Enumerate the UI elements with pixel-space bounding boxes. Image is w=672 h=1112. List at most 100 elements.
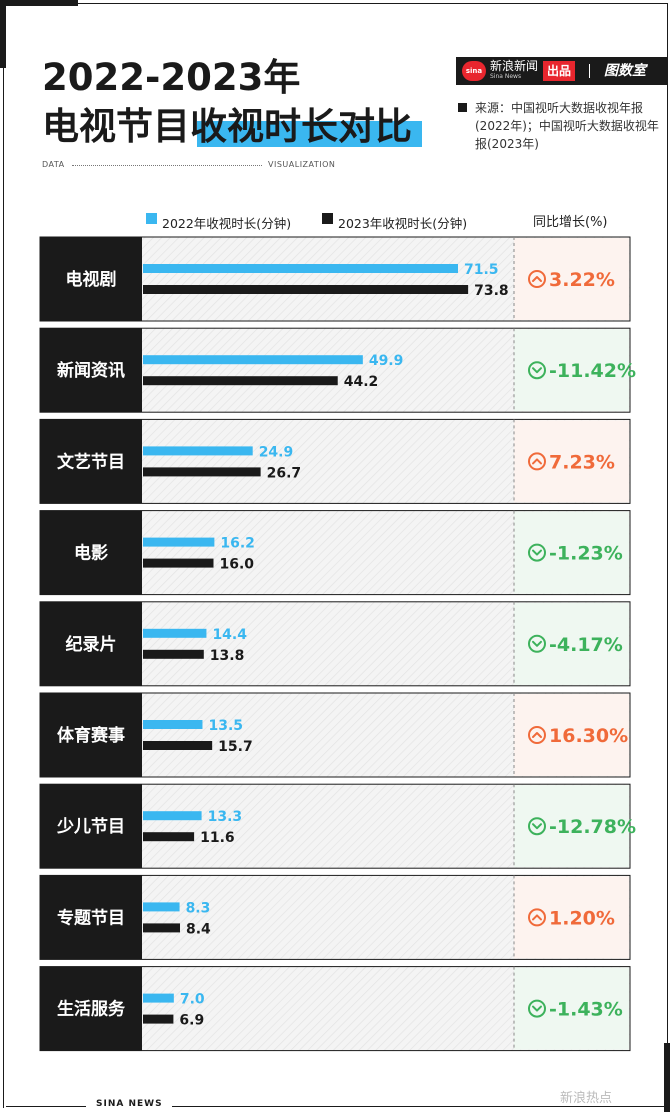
title-highlight	[197, 121, 422, 147]
growth-value: -12.78%	[549, 816, 636, 838]
bar-2022	[143, 811, 202, 821]
sina-logo-icon: sina	[462, 61, 486, 81]
category-label: 少儿节目	[56, 816, 125, 837]
value-label-2022: 49.9	[369, 353, 404, 369]
value-label-2023: 44.2	[344, 374, 379, 390]
growth-cell	[514, 420, 629, 503]
bar-2022	[143, 628, 207, 638]
footer-line-left	[6, 1106, 86, 1107]
value-label-2022: 14.4	[212, 627, 247, 643]
arrow-down-icon	[528, 817, 546, 836]
value-label-2023: 26.7	[267, 465, 302, 481]
frame-top	[78, 3, 667, 4]
growth-value: 3.22%	[549, 269, 615, 291]
bar-2023	[143, 832, 195, 842]
category-cell	[40, 419, 142, 504]
bar-2022	[143, 720, 203, 729]
frame-left	[0, 0, 6, 68]
value-label-2023: 11.6	[200, 830, 235, 846]
growth-header: 同比增长(%)	[533, 215, 608, 230]
value-label-2022: 13.3	[208, 809, 243, 825]
growth-value: -4.17%	[549, 634, 623, 656]
bar-2022	[143, 446, 253, 456]
arrow-down-icon	[528, 361, 546, 380]
brand-news-name: 新浪新闻	[490, 59, 539, 73]
category-label: 新闻资讯	[57, 360, 125, 381]
chevron-up-icon	[532, 276, 542, 282]
category-label: 文艺节目	[57, 451, 125, 472]
bar-2023	[143, 467, 261, 477]
growth-value: 7.23%	[549, 451, 615, 473]
chevron-down-icon	[532, 367, 542, 374]
data-dotted-line	[72, 165, 262, 166]
bar-2022	[143, 993, 174, 1003]
category-cell	[40, 784, 142, 869]
value-label-2023: 6.9	[179, 1013, 204, 1029]
bar-2022	[143, 264, 458, 273]
growth-value: -11.42%	[549, 360, 636, 382]
growth-cell	[514, 511, 629, 594]
bar-2022	[143, 537, 215, 547]
bar-2023	[143, 649, 204, 659]
chevron-down-icon	[532, 1005, 542, 1012]
chevron-up-icon	[532, 458, 542, 465]
arrow-up-icon	[528, 270, 546, 288]
brand-news-sub: Sina News	[490, 73, 522, 80]
brand-produced-badge: 出品	[543, 61, 576, 81]
value-label-2022: 71.5	[464, 262, 499, 278]
chevron-down-icon	[532, 823, 542, 830]
growth-cell	[514, 238, 629, 320]
category-cell	[40, 601, 142, 686]
arrow-down-icon	[528, 999, 546, 1018]
bar-2023	[143, 1014, 174, 1024]
category-label: 电影	[74, 543, 108, 564]
growth-cell	[514, 967, 629, 1050]
brand-separator	[589, 64, 590, 78]
value-label-2023: 73.8	[474, 283, 509, 299]
frame-top-left	[0, 0, 78, 6]
page-title-line1: 2022-2023年	[42, 56, 301, 99]
legend-label-2022: 2022年收视时长(分钟)	[162, 216, 292, 231]
value-label-2023: 8.4	[186, 921, 211, 937]
visualization-label: VISUALIZATION	[268, 160, 336, 169]
growth-value: -1.23%	[549, 543, 623, 565]
legend-label-2023: 2023年收视时长(分钟)	[338, 216, 468, 231]
legend-swatch-2022	[146, 213, 157, 224]
page-title-line2: 电视节目收视时长对比	[42, 105, 412, 148]
category-label: 纪录片	[66, 634, 117, 655]
value-label-2023: 13.8	[210, 648, 245, 664]
arrow-up-icon	[528, 908, 546, 927]
value-label-2022: 13.5	[208, 718, 243, 734]
chevron-down-icon	[532, 640, 542, 647]
growth-value: -1.43%	[549, 999, 623, 1021]
growth-cell	[514, 602, 629, 685]
value-label-2023: 16.0	[219, 557, 254, 573]
footer-line-right	[172, 1106, 664, 1107]
growth-value: 16.30%	[549, 725, 628, 747]
value-label-2022: 24.9	[259, 444, 294, 460]
data-label: DATA	[42, 160, 65, 169]
arrow-down-icon	[528, 543, 546, 562]
category-cell	[40, 510, 142, 595]
source-note: 来源：中国视听大数据收视年报(2022年)；中国视听大数据收视年报(2023年)	[475, 101, 659, 151]
arrow-up-icon	[528, 726, 546, 744]
chevron-up-icon	[532, 732, 542, 738]
growth-value: 1.20%	[549, 907, 615, 929]
category-label: 电视剧	[66, 269, 117, 290]
chevron-down-icon	[532, 549, 542, 556]
frame-right	[667, 3, 668, 1043]
category-label: 专题节目	[57, 907, 125, 928]
bar-2023	[143, 923, 181, 933]
bar-2022	[143, 355, 363, 365]
footer-brand: SINA NEWS	[96, 1099, 163, 1109]
growth-cell	[514, 329, 629, 412]
value-label-2022: 8.3	[186, 900, 211, 916]
bar-2023	[143, 558, 214, 568]
growth-cell	[514, 785, 629, 868]
category-label: 体育赛事	[57, 725, 125, 746]
bar-2023	[143, 376, 338, 386]
arrow-down-icon	[528, 634, 546, 653]
value-label-2023: 15.7	[218, 739, 253, 755]
bar-2023	[143, 741, 213, 750]
